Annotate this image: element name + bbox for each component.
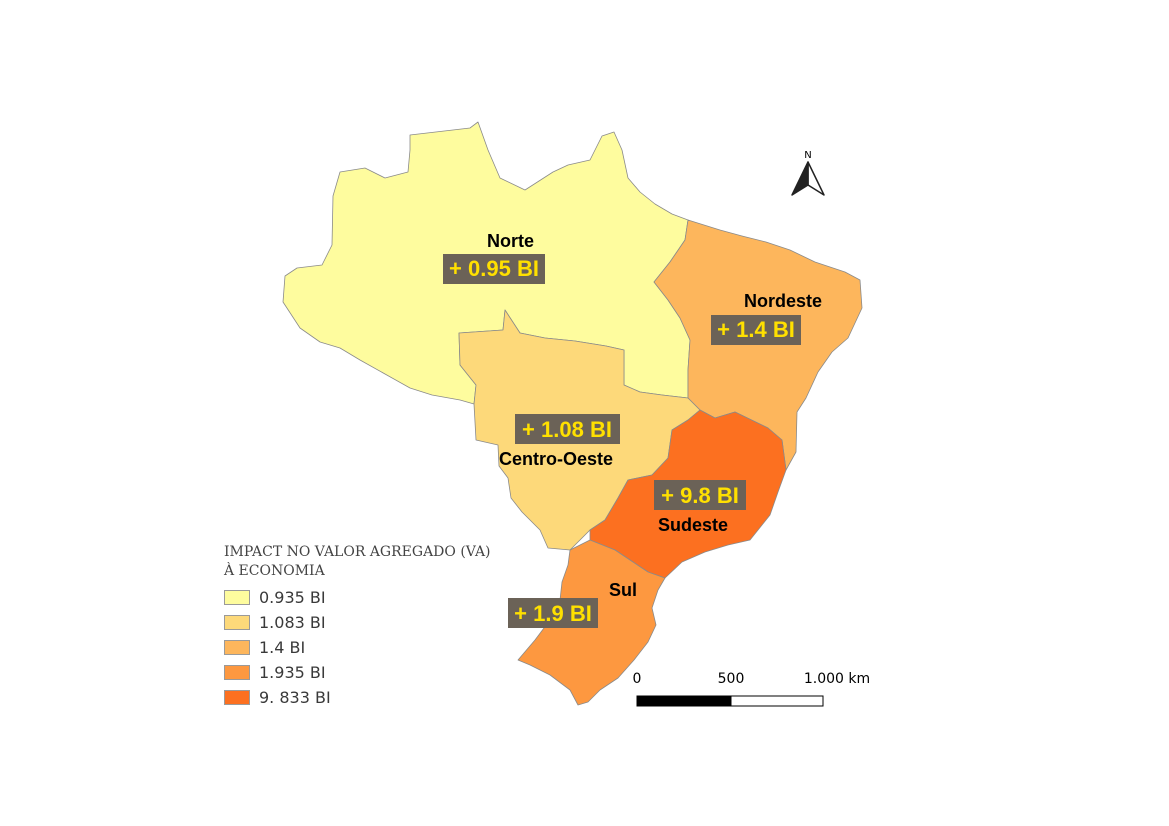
legend-item: 1.4 BI	[224, 635, 491, 660]
legend-swatch	[224, 590, 250, 605]
legend-label: 1.4 BI	[259, 638, 306, 657]
legend-label: 1.083 BI	[259, 613, 326, 632]
legend-title: IMPACT NO VALOR AGREGADO (VA) À ECONOMIA	[224, 544, 491, 579]
value-box-centro-oeste	[515, 414, 620, 444]
scale-bar: 0 500 1.000 km	[633, 671, 870, 707]
value-box-nordeste	[711, 315, 801, 345]
scale-tick-1000: 1.000 km	[804, 671, 870, 687]
north-label: N	[804, 150, 811, 161]
label-sul: Sul + 1.9 BI	[508, 580, 637, 628]
value-label-norte: + 0.95 BI	[449, 256, 539, 281]
north-arrow: N	[791, 150, 825, 196]
region-name-norte: Norte	[487, 231, 534, 251]
legend: IMPACT NO VALOR AGREGADO (VA) À ECONOMIA…	[224, 543, 491, 710]
label-nordeste: Nordeste + 1.4 BI	[711, 291, 822, 345]
legend-swatch	[224, 690, 250, 705]
scale-segment-0-500	[636, 695, 732, 707]
legend-item: 9. 833 BI	[224, 685, 491, 710]
region-name-nordeste: Nordeste	[744, 291, 822, 311]
legend-label: 1.935 BI	[259, 663, 326, 682]
value-label-centro-oeste: + 1.08 BI	[522, 417, 612, 442]
label-centro-oeste: + 1.08 BI Centro-Oeste	[499, 414, 620, 469]
value-box-norte	[443, 254, 545, 284]
legend-item: 0.935 BI	[224, 585, 491, 610]
scale-tick-0: 0	[633, 671, 642, 687]
legend-swatch	[224, 665, 250, 680]
value-label-sudeste: + 9.8 BI	[661, 483, 739, 508]
scale-segment-500-1000	[730, 695, 824, 707]
scale-tick-500: 500	[718, 671, 745, 687]
region-name-sul: Sul	[609, 580, 637, 600]
region-name-centro-oeste: Centro-Oeste	[499, 449, 613, 469]
label-norte: Norte + 0.95 BI	[443, 231, 545, 284]
north-arrow-icon	[791, 161, 825, 196]
legend-swatch	[224, 640, 250, 655]
value-label-nordeste: + 1.4 BI	[717, 317, 795, 342]
legend-item: 1.935 BI	[224, 660, 491, 685]
value-label-sul: + 1.9 BI	[514, 601, 592, 626]
legend-item: 1.083 BI	[224, 610, 491, 635]
legend-label: 0.935 BI	[259, 588, 326, 607]
region-name-sudeste: Sudeste	[658, 515, 728, 535]
label-sudeste: + 9.8 BI Sudeste	[654, 480, 746, 535]
legend-label: 9. 833 BI	[259, 688, 331, 707]
value-box-sudeste	[654, 480, 746, 510]
value-box-sul	[508, 598, 598, 628]
legend-swatch	[224, 615, 250, 630]
